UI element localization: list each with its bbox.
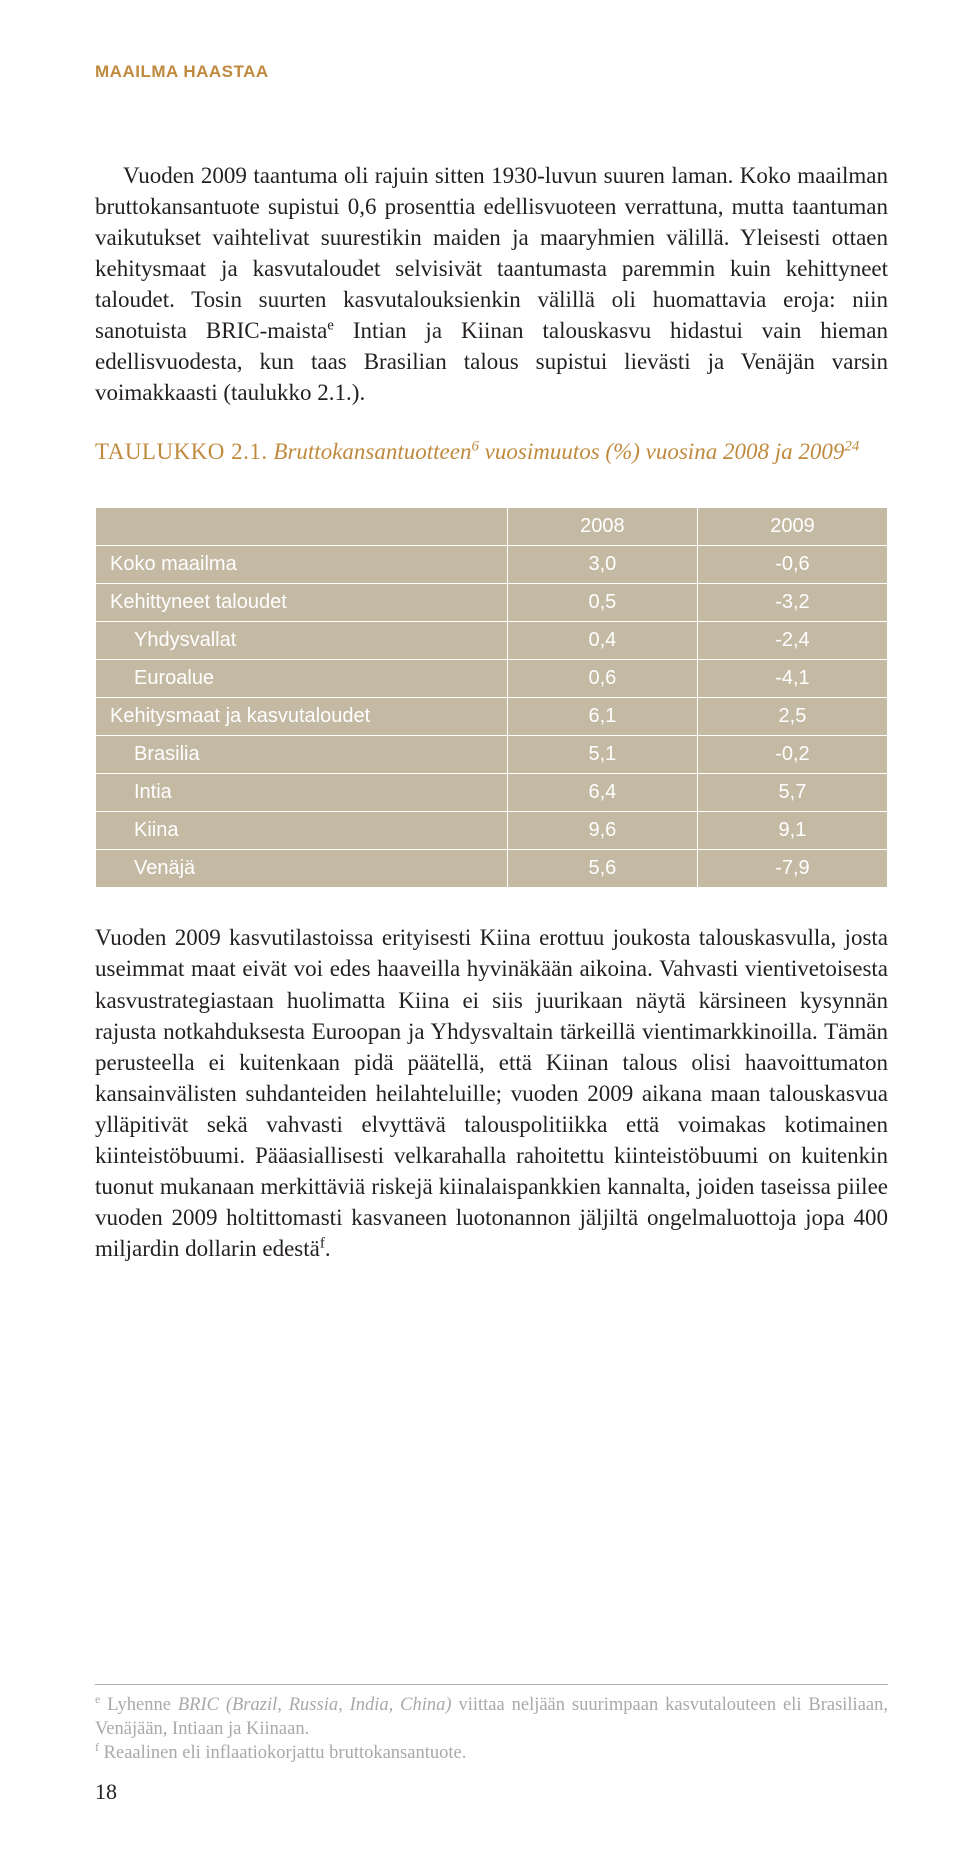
table-row: Koko maailma3,0-0,6	[96, 546, 888, 584]
table-cell-value: -4,1	[697, 660, 887, 698]
table-row: Kiina9,69,1	[96, 812, 888, 850]
table-cell-label: Kehittyneet taloudet	[96, 584, 508, 622]
para1-text-a: Vuoden 2009 taantuma oli rajuin sitten 1…	[95, 163, 888, 343]
table-body: Koko maailma3,0-0,6Kehittyneet taloudet0…	[96, 546, 888, 888]
table-row: Kehittyneet taloudet0,5-3,2	[96, 584, 888, 622]
table-row: Kehitysmaat ja kasvutaloudet6,12,5	[96, 698, 888, 736]
table-cell-value: 2,5	[697, 698, 887, 736]
table-cell-label: Kehitysmaat ja kasvutaloudet	[96, 698, 508, 736]
table-row: Venäjä5,6-7,9	[96, 850, 888, 888]
paragraph-1: Vuoden 2009 taantuma oli rajuin sitten 1…	[95, 160, 888, 408]
page-number: 18	[95, 1779, 117, 1805]
footnote-e-italic: BRIC (Brazil, Russia, India, China)	[178, 1695, 452, 1715]
table-cell-value: 0,6	[507, 660, 697, 698]
table-header-row: 2008 2009	[96, 508, 888, 546]
table-header-2009: 2009	[697, 508, 887, 546]
table-cell-value: 6,1	[507, 698, 697, 736]
gdp-table: 2008 2009 Koko maailma3,0-0,6Kehittyneet…	[95, 507, 888, 888]
para2-text-a: Vuoden 2009 kasvutilastoissa erityisesti…	[95, 925, 888, 1260]
table-cell-value: 5,1	[507, 736, 697, 774]
table-cell-value: 9,6	[507, 812, 697, 850]
footnote-e: e Lyhenne BRIC (Brazil, Russia, India, C…	[95, 1693, 888, 1741]
table-cell-value: 0,4	[507, 622, 697, 660]
table-cell-value: 9,1	[697, 812, 887, 850]
caption-text-b: vuosimuutos (%) vuosina 2008 ja 2009	[479, 439, 844, 464]
table-cell-value: -0,6	[697, 546, 887, 584]
table-row: Euroalue0,6-4,1	[96, 660, 888, 698]
table-cell-value: 5,6	[507, 850, 697, 888]
para2-text-b: .	[325, 1236, 331, 1261]
table-cell-label: Brasilia	[96, 736, 508, 774]
table-cell-label: Euroalue	[96, 660, 508, 698]
table-cell-value: -7,9	[697, 850, 887, 888]
caption-text-a: Bruttokansantuotteen	[268, 439, 472, 464]
table-cell-label: Intia	[96, 774, 508, 812]
table-header-blank	[96, 508, 508, 546]
table-cell-label: Yhdysvallat	[96, 622, 508, 660]
table-cell-label: Koko maailma	[96, 546, 508, 584]
table-header-2008: 2008	[507, 508, 697, 546]
footnote-e-a: Lyhenne	[100, 1695, 178, 1715]
table-cell-value: -2,4	[697, 622, 887, 660]
table-row: Yhdysvallat0,4-2,4	[96, 622, 888, 660]
table-cell-value: 3,0	[507, 546, 697, 584]
footnotes: e Lyhenne BRIC (Brazil, Russia, India, C…	[95, 1684, 888, 1765]
table-row: Intia6,45,7	[96, 774, 888, 812]
caption-sup1: 6	[471, 439, 478, 455]
table-cell-label: Venäjä	[96, 850, 508, 888]
table-row: Brasilia5,1-0,2	[96, 736, 888, 774]
table-cell-value: 5,7	[697, 774, 887, 812]
table-cell-value: 0,5	[507, 584, 697, 622]
paragraph-2: Vuoden 2009 kasvutilastoissa erityisesti…	[95, 922, 888, 1264]
caption-sup2: 24	[844, 439, 859, 455]
table-cell-value: -0,2	[697, 736, 887, 774]
para1-superscript: e	[327, 318, 334, 334]
table-cell-label: Kiina	[96, 812, 508, 850]
table-cell-value: -3,2	[697, 584, 887, 622]
caption-lead: TAULUKKO 2.1.	[95, 439, 268, 464]
footnote-f: f Reaalinen eli inflaatiokorjattu brutto…	[95, 1741, 888, 1765]
table-caption: TAULUKKO 2.1. Bruttokansantuotteen6 vuos…	[95, 436, 888, 467]
table-cell-value: 6,4	[507, 774, 697, 812]
footnote-f-text: Reaalinen eli inflaatiokorjattu bruttoka…	[99, 1743, 466, 1763]
running-header: MAAILMA HAASTAA	[95, 62, 888, 82]
